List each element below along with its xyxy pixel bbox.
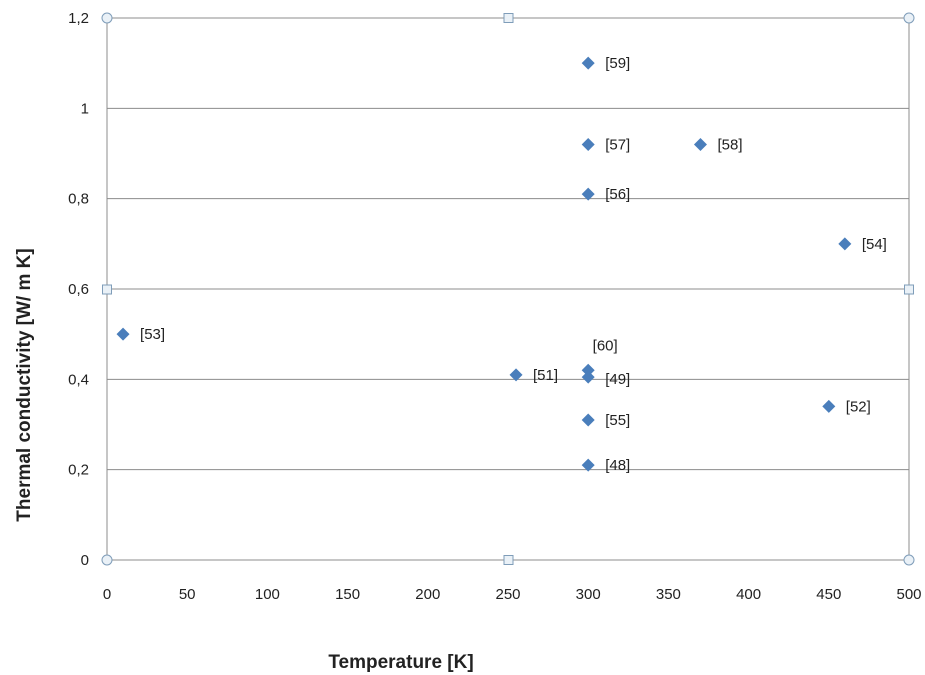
y-tick-label: 1,2 — [68, 10, 89, 27]
grid-lines — [107, 17, 909, 561]
data-point — [581, 413, 595, 427]
y-tick-label: 1 — [81, 100, 89, 117]
data-point — [581, 363, 595, 377]
x-tick-label: 200 — [415, 586, 440, 603]
data-label: [53] — [140, 326, 165, 343]
selection-handles[interactable] — [101, 12, 915, 566]
resize-handle-corner[interactable] — [101, 554, 113, 566]
x-tick-label: 350 — [656, 586, 681, 603]
y-tick-label: 0,4 — [68, 371, 89, 388]
data-point — [509, 368, 523, 382]
resize-handle-side[interactable] — [102, 284, 112, 295]
y-axis-title: Thermal conductivity [W/ m K] — [14, 248, 35, 521]
x-tick-label: 100 — [255, 586, 280, 603]
data-label: [48] — [605, 457, 630, 474]
data-label: [51] — [533, 367, 558, 384]
data-label: [57] — [605, 136, 630, 153]
data-point — [693, 137, 707, 151]
data-label: [54] — [862, 236, 887, 253]
data-point — [838, 237, 852, 251]
y-axis-ticks: 0 0,2 0,4 0,6 0,8 1 1,2 — [68, 10, 89, 569]
x-tick-label: 250 — [495, 586, 520, 603]
data-point — [581, 56, 595, 70]
resize-handle-corner[interactable] — [903, 554, 915, 566]
data-label: [59] — [605, 55, 630, 72]
data-point — [822, 399, 836, 413]
resize-handle-corner[interactable] — [903, 12, 915, 24]
resize-handle-side[interactable] — [503, 13, 514, 23]
x-tick-label: 0 — [103, 586, 111, 603]
resize-handle-side[interactable] — [904, 284, 914, 295]
x-tick-label: 300 — [576, 586, 601, 603]
data-label: [52] — [846, 398, 871, 415]
y-tick-label: 0,8 — [68, 191, 89, 208]
x-tick-label: 150 — [335, 586, 360, 603]
data-label: [56] — [605, 186, 630, 203]
data-point — [581, 370, 595, 384]
y-tick-label: 0,6 — [68, 281, 89, 298]
data-point — [581, 458, 595, 472]
data-point — [581, 137, 595, 151]
resize-handle-side[interactable] — [503, 555, 514, 565]
data-label: [58] — [717, 136, 742, 153]
x-tick-label: 450 — [816, 586, 841, 603]
data-labels: [59] [57] [58] [56] [54] [53] [60] [51] [49] [52]… — [140, 55, 887, 474]
y-tick-label: 0 — [81, 552, 89, 569]
x-tick-label: 50 — [179, 586, 196, 603]
data-label: [55] — [605, 412, 630, 429]
data-point — [581, 187, 595, 201]
x-tick-label: 400 — [736, 586, 761, 603]
x-axis-ticks: 0 50 100 150 200 250 300 350 400 450 500 — [103, 586, 922, 603]
x-axis-title: Temperature [K] — [328, 652, 473, 673]
y-tick-label: 0,2 — [68, 462, 89, 479]
data-point — [116, 327, 130, 341]
data-label: [60] — [593, 337, 618, 354]
data-label: [49] — [605, 371, 630, 388]
data-points — [116, 56, 852, 472]
x-tick-label: 500 — [896, 586, 921, 603]
resize-handle-corner[interactable] — [101, 12, 113, 24]
